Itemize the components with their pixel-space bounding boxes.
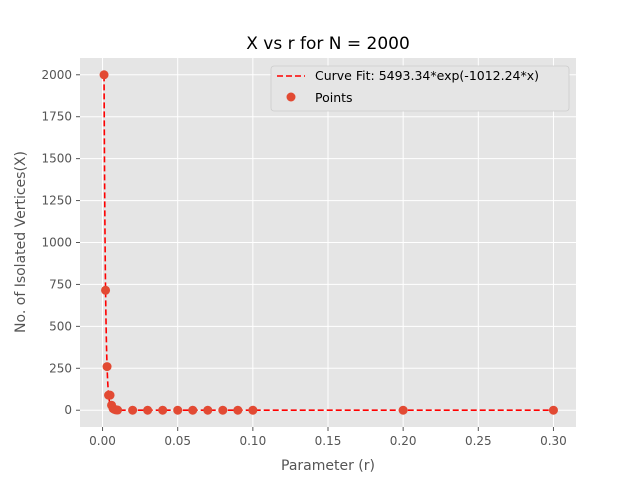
data-point	[218, 405, 228, 415]
data-point	[398, 405, 408, 415]
data-point	[143, 405, 153, 415]
y-tick-label: 250	[49, 361, 72, 375]
y-tick-label: 1500	[41, 152, 72, 166]
y-axis-ticks: 0 250 500 750 1000 1250 1500 1750 2000	[41, 68, 80, 417]
legend-curve-label: Curve Fit: 5493.34*exp(-1012.24*x)	[315, 68, 539, 83]
y-tick-label: 750	[49, 277, 72, 291]
y-tick-label: 500	[49, 319, 72, 333]
x-tick-label: 0.15	[315, 434, 342, 448]
legend-points-swatch	[286, 92, 296, 102]
scatter-points	[99, 70, 558, 415]
data-point	[233, 405, 243, 415]
x-tick-label: 0.20	[390, 434, 417, 448]
data-point	[101, 285, 111, 295]
data-point	[99, 70, 109, 80]
y-tick-label: 1750	[41, 110, 72, 124]
data-point	[102, 362, 112, 372]
y-tick-label: 1000	[41, 236, 72, 250]
data-point	[248, 405, 258, 415]
data-point	[548, 405, 558, 415]
data-point	[173, 405, 183, 415]
legend-points-label: Points	[315, 90, 353, 105]
data-point	[203, 405, 213, 415]
x-axis-label: Parameter (r)	[281, 458, 375, 474]
x-axis-ticks: 0.00 0.05 0.10 0.15 0.20 0.25 0.30	[89, 427, 567, 448]
x-tick-label: 0.25	[465, 434, 492, 448]
data-point	[128, 405, 138, 415]
chart-title: X vs r for N = 2000	[246, 34, 410, 54]
data-point	[158, 405, 168, 415]
x-tick-label: 0.10	[239, 434, 266, 448]
legend: Curve Fit: 5493.34*exp(-1012.24*x) Point…	[270, 65, 570, 112]
legend-box	[270, 65, 570, 112]
plot-area	[99, 70, 558, 415]
data-point	[105, 390, 115, 400]
y-tick-label: 1250	[41, 194, 72, 208]
x-tick-label: 0.30	[540, 434, 567, 448]
x-tick-label: 0.05	[164, 434, 191, 448]
x-tick-label: 0.00	[89, 434, 116, 448]
y-tick-label: 0	[64, 403, 72, 417]
data-point	[113, 405, 123, 415]
y-axis-label: No. of Isolated Vertices(X)	[13, 151, 29, 333]
data-point	[188, 405, 198, 415]
y-tick-label: 2000	[41, 68, 72, 82]
